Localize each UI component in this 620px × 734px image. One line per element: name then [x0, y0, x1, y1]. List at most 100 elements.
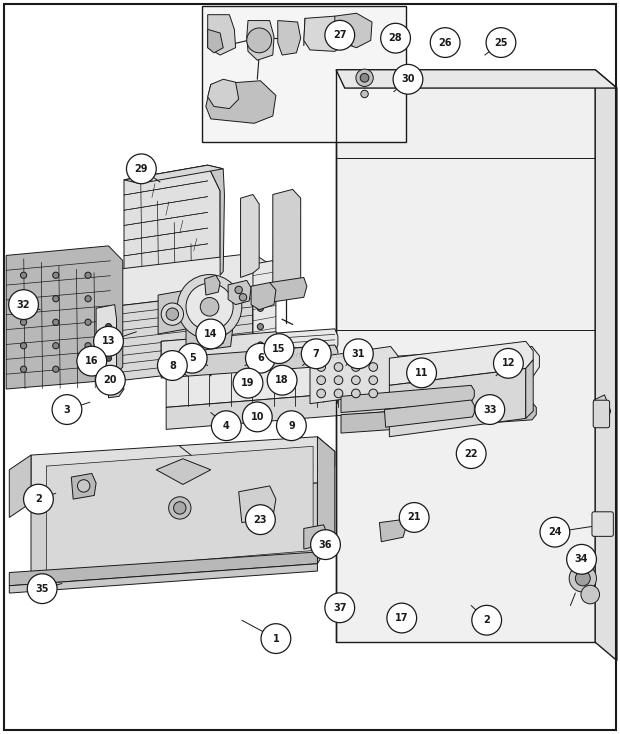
Circle shape: [581, 585, 600, 604]
Polygon shape: [241, 195, 259, 277]
Circle shape: [369, 363, 378, 371]
Polygon shape: [158, 290, 191, 334]
Circle shape: [233, 368, 263, 398]
Circle shape: [94, 327, 123, 356]
Text: 6: 6: [257, 353, 264, 363]
Circle shape: [494, 349, 523, 378]
Circle shape: [257, 342, 264, 348]
Circle shape: [356, 69, 373, 87]
Text: 19: 19: [241, 378, 255, 388]
Text: 1: 1: [273, 633, 279, 644]
Polygon shape: [161, 345, 338, 378]
Polygon shape: [251, 283, 276, 310]
Circle shape: [456, 439, 486, 468]
Circle shape: [361, 90, 368, 98]
Circle shape: [196, 319, 226, 349]
FancyBboxPatch shape: [592, 512, 613, 537]
Circle shape: [78, 480, 90, 492]
Polygon shape: [384, 400, 474, 427]
Text: airplacementparts.com: airplacementparts.com: [245, 352, 350, 360]
Text: 4: 4: [223, 421, 229, 431]
Text: 33: 33: [483, 404, 497, 415]
Polygon shape: [166, 378, 532, 429]
Polygon shape: [206, 81, 276, 123]
Polygon shape: [208, 15, 236, 55]
Polygon shape: [228, 280, 251, 305]
Polygon shape: [247, 21, 274, 60]
Polygon shape: [9, 552, 317, 586]
Polygon shape: [389, 341, 533, 385]
Circle shape: [53, 319, 59, 325]
Text: 8: 8: [169, 360, 176, 371]
Circle shape: [352, 363, 360, 371]
Text: 35: 35: [35, 584, 49, 594]
Text: 15: 15: [272, 344, 286, 354]
Circle shape: [369, 376, 378, 385]
Circle shape: [126, 154, 156, 184]
Text: 31: 31: [352, 349, 365, 359]
Circle shape: [85, 296, 91, 302]
Circle shape: [343, 339, 373, 368]
Circle shape: [540, 517, 570, 547]
Text: 36: 36: [319, 539, 332, 550]
Circle shape: [369, 389, 378, 398]
Circle shape: [85, 319, 91, 325]
Circle shape: [381, 23, 410, 53]
Circle shape: [52, 395, 82, 424]
Text: 29: 29: [135, 164, 148, 174]
Circle shape: [246, 505, 275, 534]
Polygon shape: [389, 368, 526, 437]
FancyBboxPatch shape: [593, 400, 609, 428]
Circle shape: [239, 294, 247, 301]
Circle shape: [325, 21, 355, 50]
Text: 5: 5: [189, 353, 195, 363]
Circle shape: [399, 503, 429, 532]
Polygon shape: [273, 189, 301, 292]
Text: 20: 20: [104, 375, 117, 385]
Circle shape: [352, 376, 360, 385]
Circle shape: [105, 324, 112, 330]
Circle shape: [53, 272, 59, 278]
Circle shape: [53, 296, 59, 302]
Text: 11: 11: [415, 368, 428, 378]
Text: 3: 3: [64, 404, 70, 415]
Polygon shape: [9, 455, 31, 517]
Polygon shape: [108, 380, 124, 398]
Circle shape: [20, 319, 27, 325]
Circle shape: [325, 593, 355, 622]
Text: 21: 21: [407, 512, 421, 523]
Circle shape: [9, 290, 38, 319]
Circle shape: [77, 346, 107, 376]
Text: 26: 26: [438, 37, 452, 48]
Circle shape: [85, 272, 91, 278]
Text: 13: 13: [102, 336, 115, 346]
Text: 18: 18: [275, 375, 289, 385]
Circle shape: [246, 344, 275, 373]
Polygon shape: [336, 70, 595, 642]
Circle shape: [85, 366, 91, 372]
Polygon shape: [31, 483, 317, 586]
Circle shape: [393, 65, 423, 94]
Polygon shape: [595, 70, 617, 661]
Circle shape: [105, 338, 112, 344]
Circle shape: [257, 305, 264, 311]
Circle shape: [334, 376, 343, 385]
Text: 14: 14: [204, 329, 218, 339]
Circle shape: [186, 283, 233, 330]
Circle shape: [264, 334, 294, 363]
Circle shape: [360, 73, 369, 82]
Polygon shape: [253, 261, 276, 344]
Text: 2: 2: [484, 615, 490, 625]
Text: 2: 2: [35, 494, 42, 504]
Circle shape: [247, 28, 272, 53]
Circle shape: [27, 574, 57, 603]
Circle shape: [311, 530, 340, 559]
Polygon shape: [379, 520, 406, 542]
Polygon shape: [341, 402, 536, 433]
Text: 30: 30: [401, 74, 415, 84]
Polygon shape: [205, 275, 220, 295]
Circle shape: [277, 411, 306, 440]
Circle shape: [174, 502, 186, 514]
Circle shape: [20, 272, 27, 278]
Circle shape: [575, 571, 590, 586]
